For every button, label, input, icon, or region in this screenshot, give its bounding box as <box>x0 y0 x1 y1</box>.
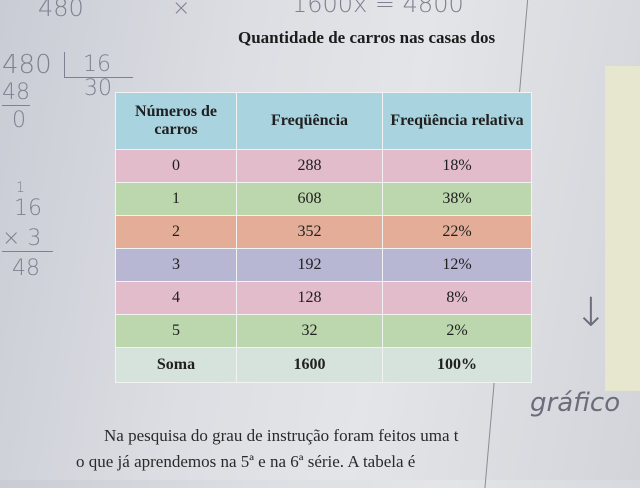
cell-cars: 4 <box>115 281 237 315</box>
cell-relative: 38% <box>382 182 532 216</box>
table-row: 3 192 12% <box>115 248 532 282</box>
cell-frequency: 288 <box>236 149 383 183</box>
header-numeros-de-carros: Números de carros <box>115 92 237 150</box>
handwritten-quotient: 30 <box>84 76 112 101</box>
handwritten-carry: 1 <box>16 180 25 196</box>
handwritten-times: × <box>172 0 191 21</box>
header-frequencia: Freqüência <box>236 92 383 150</box>
cell-frequency: 128 <box>236 281 383 315</box>
table-row: 0 288 18% <box>115 149 532 183</box>
cell-cars: 2 <box>115 215 237 249</box>
handwritten-subtrahend: 48 <box>2 80 30 106</box>
table-row: 1 608 38% <box>115 182 532 216</box>
table-total-row: Soma 1600 100% <box>115 347 532 383</box>
cell-relative: 22% <box>382 215 532 249</box>
table-row: 5 32 2% <box>115 314 532 348</box>
cell-relative: 18% <box>382 149 532 183</box>
cell-cars: 0 <box>115 149 237 183</box>
cell-relative: 8% <box>382 281 532 315</box>
cell-frequency: 32 <box>236 314 383 348</box>
cell-relative: 12% <box>382 248 532 282</box>
cell-relative: 2% <box>382 314 532 348</box>
total-label: Soma <box>115 347 237 383</box>
frequency-table: Números de carros Freqüência Freqüência … <box>115 92 532 383</box>
paragraph-line-1: Na pesquisa do grau de instrução foram f… <box>104 426 459 445</box>
cell-frequency: 352 <box>236 215 383 249</box>
cell-frequency: 192 <box>236 248 383 282</box>
handwritten-arrow-icon: ↓ <box>574 290 608 336</box>
cell-cars: 3 <box>115 248 237 282</box>
handwritten-product: 48 <box>12 256 40 281</box>
cell-cars: 1 <box>115 182 237 216</box>
handwritten-note: gráfico <box>530 388 621 418</box>
handwritten-number: 480 <box>38 0 84 22</box>
side-panel <box>605 66 640 391</box>
handwritten-multiplicand: 16 <box>14 196 42 221</box>
handwritten-divisor: 16 <box>64 52 133 78</box>
handwritten-multiplier: × 3 <box>2 226 54 252</box>
table-title: Quantidade de carros nas casas dos <box>238 28 496 47</box>
table-header-row: Números de carros Freqüência Freqüência … <box>115 92 532 150</box>
cell-cars: 5 <box>115 314 237 348</box>
cell-frequency: 608 <box>236 182 383 216</box>
paragraph-line-2: o que já aprendemos na 5ª e na 6ª série.… <box>76 452 416 471</box>
table-row: 2 352 22% <box>115 215 532 249</box>
handwritten-remainder: 0 <box>12 108 26 133</box>
handwritten-equation: 1600x = 4800 <box>292 0 464 18</box>
handwritten-dividend: 480 <box>2 50 52 80</box>
header-frequencia-relativa: Freqüência relativa <box>382 92 532 150</box>
total-frequency: 1600 <box>236 347 383 383</box>
table-row: 4 128 8% <box>115 281 532 315</box>
total-relative: 100% <box>382 347 532 383</box>
